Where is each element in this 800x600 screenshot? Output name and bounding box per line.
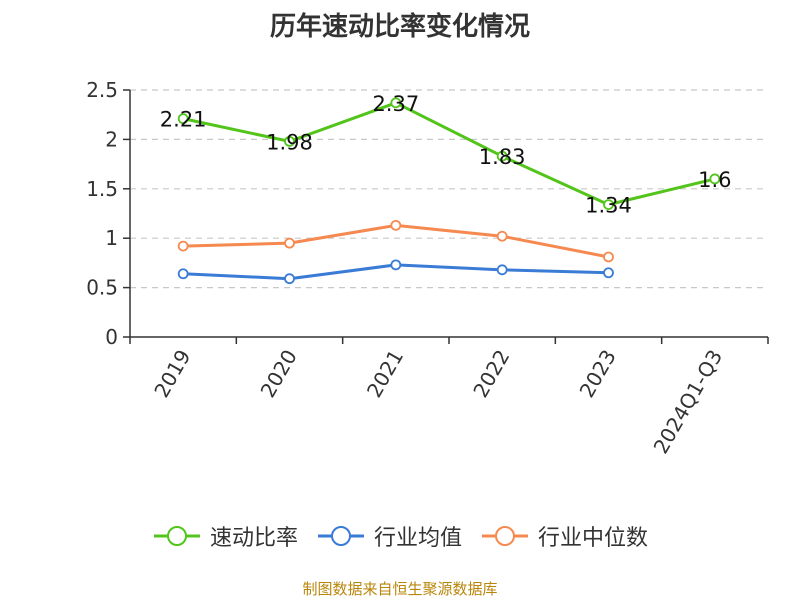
data-point xyxy=(390,97,402,109)
source-note: 制图数据来自恒生聚源数据库 xyxy=(302,580,498,598)
series-line xyxy=(182,101,716,207)
data-label: 1.98 xyxy=(266,130,313,154)
data-point xyxy=(603,267,614,279)
data-point xyxy=(603,199,614,211)
x-tick-label: 2021 xyxy=(362,346,408,402)
legend-swatch-icon xyxy=(482,526,528,546)
data-label: 2.37 xyxy=(372,92,419,116)
y-tick-label: 0 xyxy=(105,325,118,349)
series-lines xyxy=(177,97,721,285)
data-point xyxy=(709,173,721,185)
legend-swatch-icon xyxy=(317,526,364,546)
y-tick-label: 1 xyxy=(105,226,118,250)
legend-label: 行业均值 xyxy=(373,526,462,551)
x-tick-label: 2019 xyxy=(149,346,195,402)
x-tick-label: 2024Q1-Q3 xyxy=(648,346,727,458)
legend-item[interactable]: 速动比率 xyxy=(152,520,298,552)
legend: 速动比率 行业均值 行业中位数 xyxy=(0,520,800,552)
data-point xyxy=(390,219,402,231)
data-point xyxy=(284,135,295,147)
data-labels: 2.21 1.98 2.37 1.83 1.34 1.6 xyxy=(160,92,732,218)
x-tick-label: 2023 xyxy=(575,346,621,402)
data-point xyxy=(496,150,508,162)
data-point xyxy=(496,230,508,242)
legend-label: 速动比率 xyxy=(209,526,298,551)
grid-lines xyxy=(130,89,768,289)
legend-swatch-icon xyxy=(153,526,200,546)
y-tick-label: 2 xyxy=(105,127,118,151)
data-label: 1.83 xyxy=(479,145,526,169)
data-point xyxy=(177,240,189,252)
x-tick-label: 2020 xyxy=(256,346,302,402)
axes: 0 0.5 1 1.5 2 2.5 2019 2020 2021 2022 2023 2024Q1-Q… xyxy=(86,78,769,458)
y-tick-label: 2.5 xyxy=(86,78,118,102)
data-label: 1.6 xyxy=(698,168,731,192)
y-tick-label: 0.5 xyxy=(86,276,118,300)
legend-label: 行业中位数 xyxy=(538,526,649,551)
x-tick-label: 2022 xyxy=(468,345,514,401)
data-point xyxy=(177,268,189,280)
legend-item[interactable]: 行业均值 xyxy=(316,520,462,552)
y-tick-label: 1.5 xyxy=(86,177,118,201)
data-point xyxy=(177,113,189,125)
data-point xyxy=(284,273,295,285)
data-point xyxy=(390,259,402,271)
data-point xyxy=(496,264,508,276)
data-label: 1.34 xyxy=(585,194,632,218)
chart-title: 历年速动比率变化情况 xyxy=(269,12,530,42)
data-label: 2.21 xyxy=(160,108,207,132)
data-point xyxy=(284,237,295,249)
data-point xyxy=(603,251,614,263)
legend-item[interactable]: 行业中位数 xyxy=(480,520,648,552)
